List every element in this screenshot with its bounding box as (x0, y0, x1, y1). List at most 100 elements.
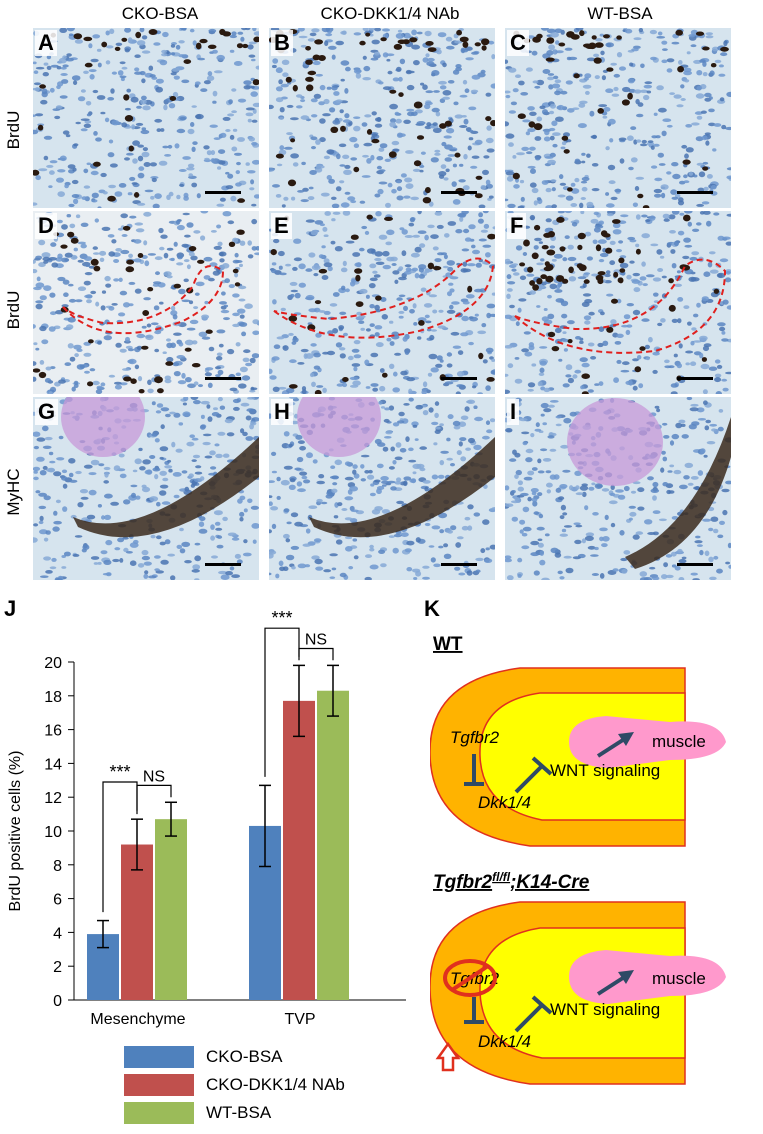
panel-label-d: D (35, 213, 57, 239)
significance-label: *** (109, 762, 130, 782)
bar-wt-bsa-tvp (317, 690, 349, 1000)
micrograph-image-d (33, 211, 259, 394)
legend-label-cko-dkk: CKO-DKK1/4 NAb (206, 1075, 345, 1094)
row-label-myhc: MyHC (4, 468, 23, 516)
y-tick-label: 14 (44, 756, 62, 773)
micrograph-panel-d: D (33, 211, 259, 394)
micrograph-image-c (505, 28, 731, 208)
bar-wt-bsa-mesenchyme (155, 819, 187, 1000)
significance-bracket (136, 784, 172, 811)
micrograph-panel-g: G (33, 397, 259, 580)
row-label-brdu-1: BrdU (4, 110, 23, 150)
micrograph-panel-i: I (505, 397, 731, 580)
significance-label: NS (305, 631, 327, 648)
y-tick-label: 0 (53, 993, 62, 1010)
cko-muscle-label: muscle (652, 969, 706, 988)
y-tick-label: 20 (44, 655, 62, 672)
cko-gene-dkk: Dkk1/4 (478, 1032, 531, 1051)
y-tick-label: 8 (53, 858, 62, 875)
micrograph-image-e (269, 211, 495, 394)
bar-chart: 0 2 4 6 8 10 12 14 16 18 20 BrdU positive cells (%)… (7, 608, 406, 1028)
wt-title: WT (433, 634, 463, 655)
panel-label-e: E (271, 213, 292, 239)
deletion-circle-icon (443, 959, 497, 997)
cko-pathway: WNT signaling (550, 1000, 660, 1019)
cko-activate-arrowhead (618, 970, 634, 984)
micrograph-panel-a: A (33, 28, 259, 208)
legend-item-cko-bsa: CKO-BSA (124, 1045, 283, 1069)
column-title-cko-bsa: CKO-BSA (121, 4, 199, 23)
wt-gene-dkk: Dkk1/4 (478, 793, 531, 812)
scale-bar (205, 563, 241, 566)
micrograph-panel-h: H (269, 397, 495, 580)
micrograph-image-b (269, 28, 495, 208)
wt-activate-arrow (596, 736, 628, 758)
wt-inhibit-arrow-2 (514, 764, 544, 794)
scale-bar (441, 377, 477, 380)
y-axis-label: BrdU positive cells (%) (7, 751, 24, 912)
y-tick-label: 2 (53, 959, 62, 976)
signaling-diagram: WT Tgfbr2 Dkk1/4 WNT signaling muscle Tg… (430, 634, 726, 1085)
legend-item-wt-bsa: WT-BSA (124, 1101, 271, 1125)
y-tick-label: 16 (44, 723, 62, 740)
panel-label-b: B (271, 30, 293, 56)
scale-bar (677, 377, 713, 380)
significance-bracket (264, 627, 300, 777)
y-tick-label: 4 (53, 925, 62, 942)
micrograph-panel-e: E (269, 211, 495, 394)
y-tick-label: 12 (44, 790, 62, 807)
legend-swatch-wt-bsa (124, 1102, 194, 1124)
panel-label-i: I (507, 399, 520, 425)
bar-cko-dkk1-4-nab-tvp (283, 700, 315, 1000)
cko-inhibit-arrow-2-bar (531, 995, 553, 1015)
cko-muscle-shape (568, 950, 726, 1004)
scale-bar (441, 563, 477, 566)
micrograph-image-g (33, 397, 259, 580)
wt-inhibit-arrow-2-bar (531, 756, 553, 776)
significance-bracket (298, 647, 334, 661)
wt-muscle-shape (568, 716, 726, 768)
column-title-wt-bsa: WT-BSA (587, 4, 653, 23)
cko-activate-arrow (596, 974, 628, 996)
micrograph-panel-c: C (505, 28, 731, 208)
micrograph-image-h (269, 397, 495, 580)
wt-pathway: WNT signaling (550, 761, 660, 780)
micrograph-image-i (505, 397, 731, 580)
row-label-brdu-2: BrdU (4, 290, 23, 330)
panel-label-h: H (271, 399, 293, 425)
wt-muscle-label: muscle (652, 732, 706, 751)
y-tick-label: 6 (53, 892, 62, 909)
x-tick-label: Mesenchyme (90, 1011, 185, 1028)
scale-bar (677, 191, 713, 194)
legend-swatch-cko-dkk (124, 1074, 194, 1096)
micrograph-panel-f: F (505, 211, 731, 394)
panel-label-c: C (507, 30, 529, 56)
legend-label-wt-bsa: WT-BSA (206, 1103, 272, 1122)
significance-label: *** (271, 608, 292, 628)
scale-bar (205, 377, 241, 380)
micrograph-image-f (505, 211, 731, 394)
cko-inhibit-arrow-2 (514, 1003, 544, 1033)
legend-swatch-cko-bsa (124, 1046, 194, 1068)
column-title-cko-dkk: CKO-DKK1/4 NAb (320, 4, 460, 23)
panel-label-f: F (507, 213, 527, 239)
y-tick-label: 10 (44, 824, 62, 841)
cko-title: Tgfbr2fl/fl;K14-Cre (433, 870, 590, 893)
panel-label-a: A (35, 30, 57, 56)
legend-item-cko-dkk: CKO-DKK1/4 NAb (124, 1073, 345, 1097)
panel-label-k: K (424, 596, 440, 621)
x-tick-label: TVP (284, 1011, 315, 1028)
scale-bar (441, 191, 477, 194)
increase-up-arrow-icon (435, 1041, 461, 1072)
wt-activate-arrowhead (618, 732, 634, 746)
micrograph-panel-b: B (269, 28, 495, 208)
significance-label: NS (143, 768, 165, 785)
legend-label-cko-bsa: CKO-BSA (206, 1047, 283, 1066)
scale-bar (677, 563, 713, 566)
micrograph-image-a (33, 28, 259, 208)
panel-label-j: J (4, 596, 17, 621)
wt-gene-tgfbr2: Tgfbr2 (450, 728, 500, 747)
scale-bar (205, 191, 241, 194)
y-tick-label: 18 (44, 689, 62, 706)
deletion-slash-icon (450, 964, 490, 992)
